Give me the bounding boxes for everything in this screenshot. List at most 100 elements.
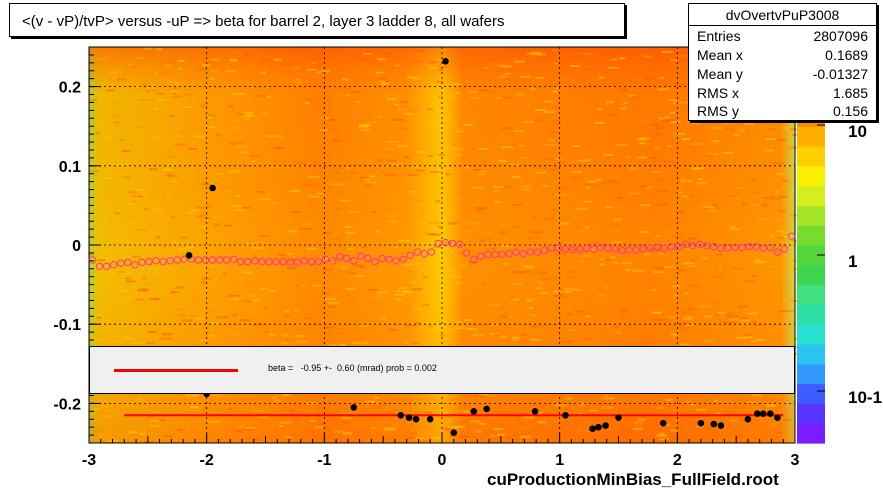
stat-row-rms-x: RMS x 1.685 xyxy=(697,85,868,103)
x-tick-label: 3 xyxy=(791,452,800,469)
x-tick-label: -3 xyxy=(82,452,96,469)
colorbar-segment xyxy=(797,324,825,345)
profile-point xyxy=(731,243,739,252)
colorbar-segment xyxy=(797,205,825,226)
profile-point xyxy=(533,248,541,256)
outlier-point xyxy=(350,404,358,411)
profile-point xyxy=(194,256,203,264)
profile-point xyxy=(618,246,626,255)
profile-point xyxy=(568,246,577,254)
profile-point xyxy=(88,256,97,264)
axes: -3 -2 -1 0 1 2 3 -0.2 -0.1 0 0.1 0.2 xyxy=(53,46,800,469)
colorbar-label: 10-1 xyxy=(848,388,882,407)
colorbar-segment xyxy=(797,344,825,365)
outlier-point xyxy=(759,410,767,418)
outlier-point xyxy=(209,184,216,192)
profile-point xyxy=(717,244,725,252)
outlier-points xyxy=(185,58,781,437)
profile-point xyxy=(286,258,294,267)
profile-point xyxy=(159,257,167,266)
profile-point xyxy=(576,246,584,254)
outlier-point xyxy=(659,419,667,427)
profile-point xyxy=(639,245,647,253)
stat-row-entries: Entries 2807096 xyxy=(697,28,868,46)
x-tick-label: 1 xyxy=(555,452,564,469)
profile-point xyxy=(738,243,746,252)
profile-point xyxy=(632,246,640,254)
profile-point xyxy=(166,257,174,265)
profile-point xyxy=(124,258,132,267)
profile-point xyxy=(371,257,379,266)
outlier-point xyxy=(483,405,491,413)
profile-point xyxy=(300,257,308,265)
outlier-point xyxy=(470,408,478,415)
profile-point xyxy=(540,246,549,255)
y-tick-label: -0.1 xyxy=(53,317,81,334)
outlier-point xyxy=(615,414,622,422)
histogram-name: dvOvertvPuP3008 xyxy=(725,7,840,23)
profile-point xyxy=(597,243,605,252)
outlier-point xyxy=(744,415,752,423)
profile-point xyxy=(554,244,563,252)
colorbar-segment xyxy=(797,423,825,444)
y-tick-label: -0.2 xyxy=(53,396,81,413)
profile-point xyxy=(766,243,774,252)
profile-point xyxy=(674,242,683,251)
profile-point xyxy=(526,248,534,256)
y-tick-label: 0.2 xyxy=(59,80,81,97)
profile-point xyxy=(399,255,407,263)
profile-point xyxy=(265,257,273,266)
profile-point xyxy=(237,257,245,266)
profile-point xyxy=(448,239,457,248)
stat-label: Mean y xyxy=(697,66,743,82)
profile-point xyxy=(780,245,789,253)
stats-divider xyxy=(689,25,876,26)
profile-point xyxy=(406,251,414,260)
outlier-point xyxy=(602,422,609,429)
x-tick-label: -1 xyxy=(317,452,331,469)
outlier-point xyxy=(697,419,705,427)
profile-point xyxy=(759,244,767,252)
profile-point xyxy=(590,245,598,253)
outlier-point xyxy=(710,420,718,428)
stat-row-mean-y: Mean y -0.01327 xyxy=(697,66,868,84)
colorbar-segment xyxy=(797,165,825,187)
outlier-point xyxy=(397,412,405,419)
colorbar-segment xyxy=(797,304,825,325)
profile-points xyxy=(88,232,796,271)
source-file-label: cuProductionMinBias_FullField.root xyxy=(487,470,779,489)
profile-point xyxy=(498,250,506,259)
outlier-point xyxy=(767,410,774,418)
colorbar-segment xyxy=(797,363,825,385)
outlier-point xyxy=(531,408,539,415)
profile-point xyxy=(434,239,443,248)
colorbar-segment xyxy=(797,383,825,404)
profile-point xyxy=(463,249,471,257)
profile-point xyxy=(660,244,669,252)
title-box: <(v - vP)/tvP> versus -uP => beta for ba… xyxy=(9,3,625,37)
x-tick-label: 2 xyxy=(673,452,682,469)
profile-point xyxy=(357,252,365,260)
colorbar-segment xyxy=(797,225,825,246)
stat-value: 0.1689 xyxy=(825,47,868,63)
colorbar-segment xyxy=(797,284,825,305)
profile-point xyxy=(173,256,182,264)
profile-point xyxy=(724,244,732,252)
colorbar-segment xyxy=(797,245,825,266)
profile-point xyxy=(477,252,485,260)
profile-point xyxy=(307,257,316,266)
outlier-point xyxy=(754,410,761,418)
statistics-box: dvOvertvPuP3008 Entries 2807096 Mean x 0… xyxy=(688,3,877,121)
profile-point xyxy=(215,256,224,264)
outlier-point xyxy=(412,415,420,423)
profile-point xyxy=(152,257,160,265)
stat-value: 1.685 xyxy=(832,85,868,101)
fit-result-text: beta = -0.95 +- 0.60 (mrad) prob = 0.002 xyxy=(268,363,437,373)
profile-point xyxy=(95,262,104,271)
profile-point xyxy=(703,242,711,250)
profile-point xyxy=(625,246,633,254)
profile-point xyxy=(251,257,259,265)
profile-point xyxy=(272,257,280,266)
profile-point xyxy=(491,250,499,259)
profile-point xyxy=(364,254,372,263)
